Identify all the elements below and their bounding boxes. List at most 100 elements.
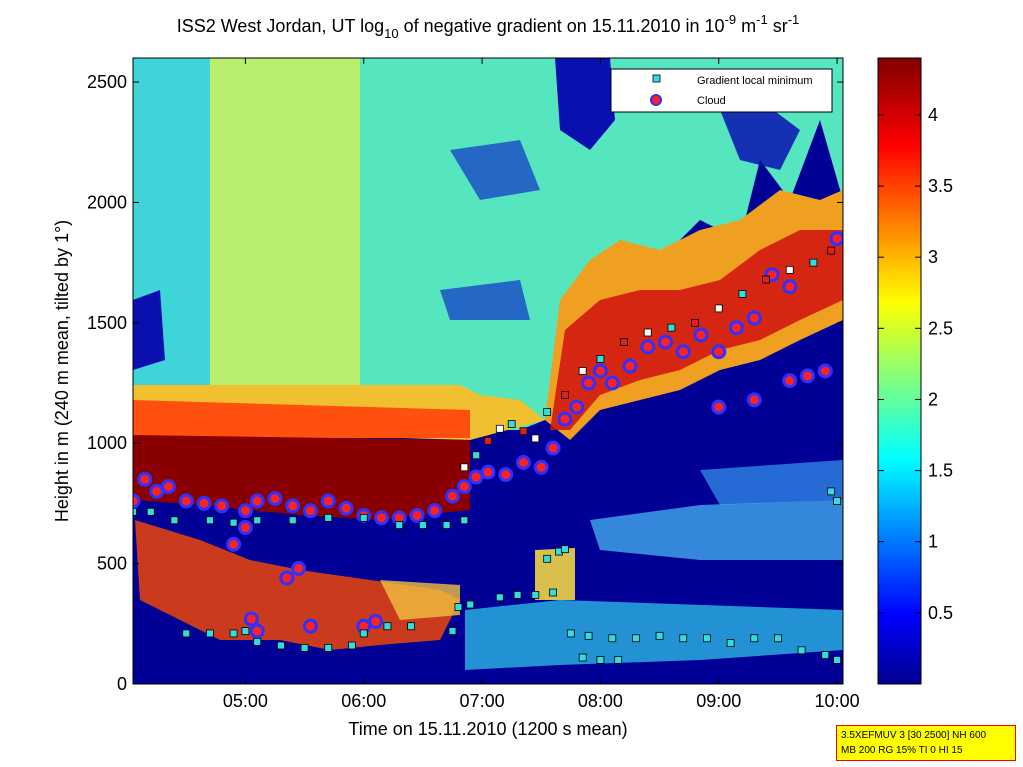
gradient-min-point: [632, 634, 640, 643]
gradient-min-point: [513, 591, 522, 599]
gradient-min-point: [833, 497, 841, 505]
gradient-min-point: [442, 521, 451, 529]
info-line-1: 3.5XEFMUV 3 [30 2500] NH 600: [841, 730, 987, 741]
colorbar-tick-label: 1: [928, 532, 938, 552]
gradient-min-point: [667, 323, 676, 332]
colorbar-ticks: 0.5 1 1.5 2 2.5 3 3.5 4: [878, 105, 953, 623]
cloud-point: [303, 503, 318, 519]
cloud-point: [226, 536, 242, 552]
chart-title: ISS2 West Jordan, UT log10 of negative g…: [177, 12, 800, 41]
cloud-point: [161, 479, 176, 495]
cloud-point: [581, 375, 597, 391]
cloud-point: [711, 399, 727, 415]
gradient-min-point: [620, 338, 628, 347]
gradient-min-point: [578, 653, 587, 662]
cloud-point: [237, 503, 253, 519]
x-axis: 05:00 06:00 07:00 08:00 09:00 10:00: [223, 58, 860, 711]
gradient-min-point: [495, 593, 504, 602]
field-lower-cyan-1: [465, 600, 843, 670]
gradient-min-point: [507, 420, 516, 428]
y-tick-label: 1000: [87, 433, 127, 453]
info-line-2: MB 200 RG 15% TI 0 HI 15: [841, 745, 963, 756]
plot-frame: [132, 57, 844, 685]
cloud-point: [196, 495, 212, 511]
gradient-min-point: [566, 629, 575, 638]
y-tick-label: 1500: [87, 313, 127, 333]
gradient-min-point: [182, 629, 191, 638]
gradient-min-point: [531, 591, 540, 599]
gradient-min-point: [543, 408, 552, 416]
x-tick-label: 10:00: [815, 691, 860, 711]
y-axis: 0 500 1000 1500 2000 2500: [87, 72, 843, 694]
x-tick-label: 09:00: [696, 691, 741, 711]
cloud-point: [468, 469, 484, 485]
y-tick-label: 500: [97, 554, 127, 574]
legend: Gradient local minimum Cloud: [610, 68, 833, 113]
gradient-min-point: [460, 516, 469, 525]
colorbar-tick-label: 1.5: [928, 461, 953, 481]
gradient-min-point: [519, 427, 528, 436]
colorbar-tick-label: 2.5: [928, 318, 953, 338]
gradient-min-point: [466, 600, 475, 609]
gradient-min-point: [146, 507, 155, 516]
gradient-min-point: [679, 634, 688, 643]
gradient-min-point: [827, 246, 836, 255]
gradient-min-point: [608, 634, 617, 643]
cloud-point: [746, 310, 762, 326]
gradient-min-point: [229, 629, 238, 638]
gradient-min-point: [419, 521, 427, 529]
cloud-point: [604, 375, 620, 391]
gradient-min-point: [359, 513, 368, 522]
cloud-point: [409, 507, 425, 523]
gradient-min-point: [288, 516, 297, 525]
cloud-point: [557, 411, 573, 427]
cloud-point: [640, 339, 656, 355]
colorbar-tick-label: 3: [928, 247, 938, 267]
colorbar-tick-label: 4: [928, 105, 938, 125]
cloud-point: [427, 503, 443, 519]
cloud-point: [782, 279, 798, 295]
colorbar-gradient: [877, 57, 922, 685]
cloud-point: [711, 344, 727, 360]
cloud-point: [675, 344, 691, 360]
y-tick-label: 2000: [87, 192, 127, 212]
cloud-point: [800, 368, 815, 384]
cloud-point: [338, 500, 354, 516]
gradient-min-point: [206, 629, 214, 638]
cloud-point: [374, 510, 389, 526]
gradient-min-point: [797, 646, 806, 655]
cloud-point: [285, 498, 301, 514]
gradient-min-point: [472, 451, 481, 460]
markers-layer: [133, 231, 843, 664]
cloud-point: [237, 520, 253, 535]
field-lower-yellow: [380, 580, 460, 620]
gradient-min-point: [253, 637, 262, 646]
cloud-point: [533, 459, 549, 475]
heatmap-field: [133, 58, 843, 684]
legend-circle-marker: [650, 94, 662, 106]
colorbar-tick-label: 3.5: [928, 176, 953, 196]
cloud-point: [516, 454, 531, 470]
cloud-point: [658, 334, 673, 350]
gradient-min-point: [714, 304, 723, 313]
x-tick-label: 05:00: [223, 691, 268, 711]
cloud-point: [133, 493, 141, 509]
gradient-min-point: [277, 641, 285, 650]
gradient-min-point: [561, 391, 569, 399]
gradient-min-point: [454, 603, 463, 611]
gradient-min-point: [300, 643, 309, 652]
field-dark-patch-1: [555, 58, 615, 150]
field-yellow-band: [210, 58, 360, 400]
legend-square-marker: [652, 74, 661, 83]
gradient-min-point: [531, 434, 540, 443]
cloud-point: [214, 498, 230, 514]
colorbar: 0.5 1 1.5 2 2.5 3 3.5 4: [877, 57, 953, 685]
colorbar-tick-label: 2: [928, 389, 938, 409]
gradient-min-point: [395, 521, 404, 529]
cloud-point: [480, 464, 496, 480]
cloud-point: [729, 320, 744, 336]
gradient-min-point: [359, 629, 368, 638]
cloud-point: [320, 493, 336, 509]
gradient-min-point: [460, 463, 469, 472]
